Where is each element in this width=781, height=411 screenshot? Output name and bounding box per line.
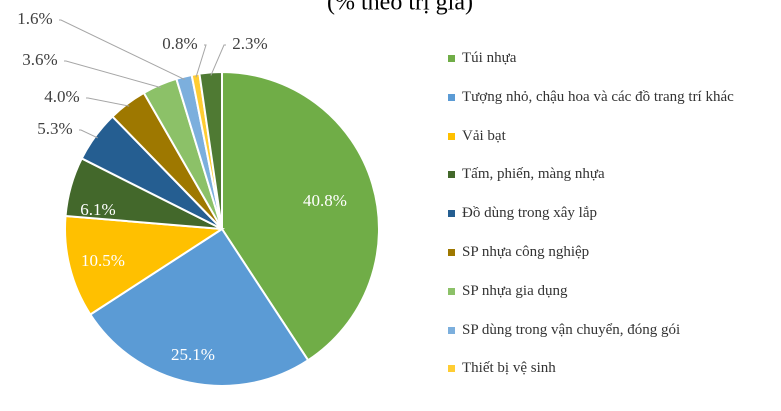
legend-label: Đồ dùng trong xây lắp <box>462 205 597 222</box>
legend-item: Vải bạt <box>448 128 770 144</box>
leader-line <box>210 44 226 76</box>
legend-item: Tượng nhỏ, chậu hoa và các đồ trang trí … <box>448 89 770 105</box>
data-label: 2.3% <box>232 34 267 53</box>
leader-line <box>79 129 98 139</box>
legend-swatch <box>448 171 455 179</box>
data-label: 5.3% <box>37 119 72 138</box>
data-label: 3.6% <box>22 50 57 69</box>
chart-title: (% theo trị giá) <box>327 0 473 16</box>
data-label: 4.0% <box>44 87 79 106</box>
legend-label: SP nhựa công nghiệp <box>462 244 590 260</box>
legend-label: Tượng nhỏ, chậu hoa và các đồ trang trí … <box>462 88 734 105</box>
legend-swatch <box>448 326 455 334</box>
legend-item: Túi nhựa <box>448 50 770 66</box>
leader-line <box>86 97 130 107</box>
legend-item: SP nhựa gia dụng <box>448 283 770 299</box>
data-label: 0.8% <box>162 34 197 53</box>
data-label: 10.5% <box>81 251 125 270</box>
legend-label: Tấm, phiến, màng nhựa <box>462 166 605 183</box>
data-label: 40.8% <box>303 191 347 210</box>
legend-label: SP nhựa gia dụng <box>462 282 568 299</box>
legend-item: Tấm, phiến, màng nhựa <box>448 166 770 182</box>
legend-item: Thiết bị vệ sinh <box>448 360 770 376</box>
legend-swatch <box>448 132 455 140</box>
legend-label: SP dùng trong vận chuyển, đóng gói <box>462 321 681 338</box>
leader-line <box>195 44 207 78</box>
legend-label: Túi nhựa <box>462 50 517 66</box>
data-label: 6.1% <box>80 200 115 219</box>
leader-line <box>59 19 185 81</box>
legend-swatch <box>448 365 455 373</box>
legend-item: Đồ dùng trong xây lắp <box>448 205 770 221</box>
legend-swatch <box>448 249 455 256</box>
legend-item: SP nhựa công nghiệp <box>448 244 770 260</box>
legend-swatch <box>448 287 455 295</box>
legend-item: SP dùng trong vận chuyển, đóng gói <box>448 322 770 338</box>
legend-label: Vải bạt <box>462 127 506 144</box>
data-label: 1.6% <box>17 9 52 28</box>
legend-swatch <box>448 93 455 101</box>
data-label: 25.1% <box>171 345 215 364</box>
legend-swatch <box>448 55 455 62</box>
legend-label: Thiết bị vệ sinh <box>462 360 556 377</box>
leader-line <box>64 60 162 89</box>
pie-slice <box>64 214 225 316</box>
pie-slice <box>198 70 223 230</box>
legend-swatch <box>448 210 455 218</box>
pie-slice <box>88 227 310 387</box>
